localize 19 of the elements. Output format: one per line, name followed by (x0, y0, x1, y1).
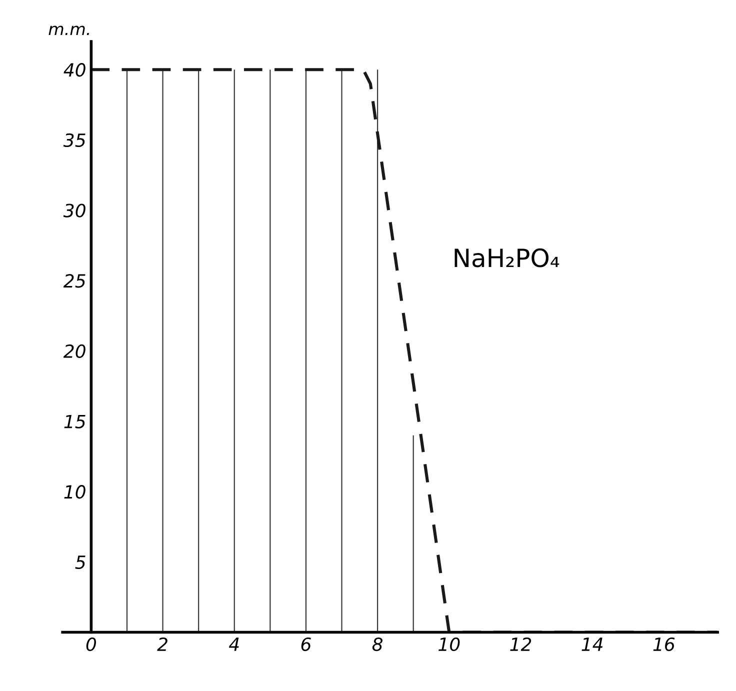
y-tick-label: 30 (63, 204, 86, 218)
y-tick-label: 15 (64, 414, 86, 428)
x-tick-label: 2 (157, 637, 168, 651)
x-tick-label: 0 (86, 637, 96, 652)
x-tick-label: 12 (510, 637, 532, 651)
x-tick-label: 6 (301, 637, 311, 652)
y-tick-label: 5 (75, 556, 86, 570)
x-tick-label: 14 (582, 638, 603, 651)
annotation: NaH₂PO₄ (454, 248, 560, 268)
y-tick-label: 20 (63, 344, 86, 358)
y-axis-title: m.m. (48, 26, 89, 36)
y-tick-label: 10 (64, 485, 86, 499)
y-tick-label: 25 (63, 274, 86, 288)
x-tick-label: 16 (653, 637, 675, 652)
x-tick-label: 8 (372, 637, 383, 652)
x-tick-label: 4 (228, 638, 239, 651)
x-tick-label: 10 (438, 637, 460, 652)
y-tick-label: 35 (63, 133, 86, 148)
y-tick-label: 40 (64, 63, 86, 77)
